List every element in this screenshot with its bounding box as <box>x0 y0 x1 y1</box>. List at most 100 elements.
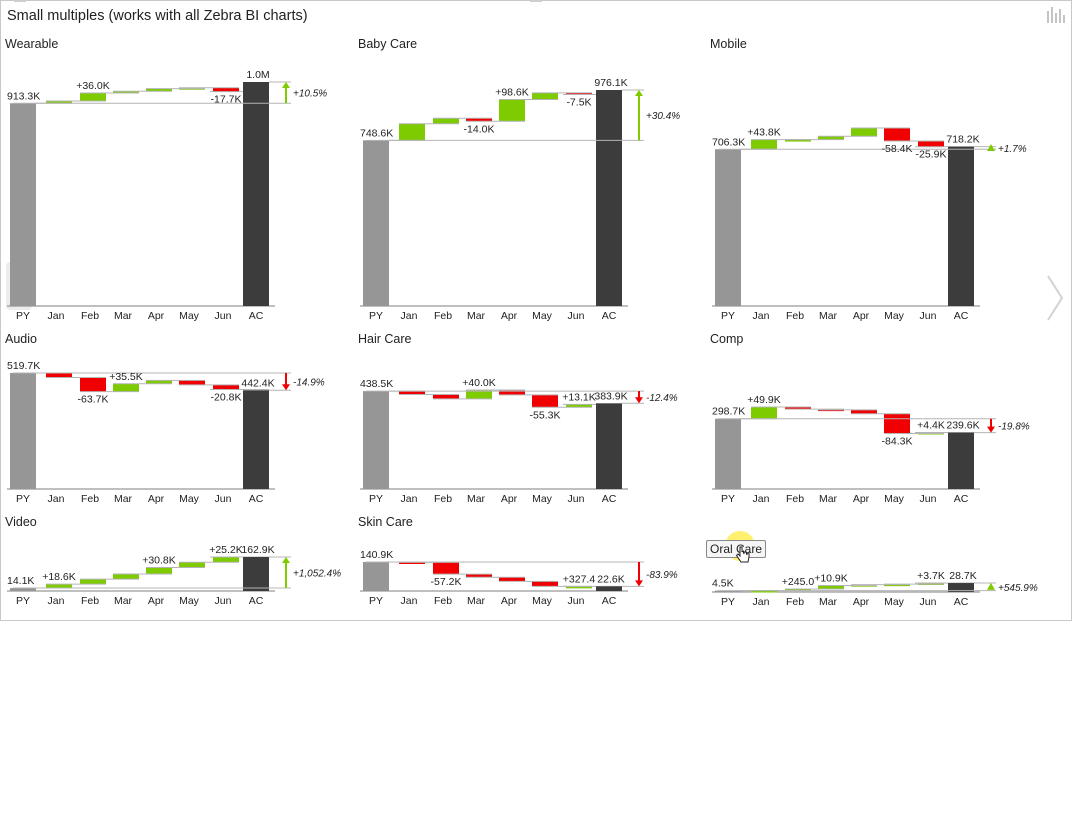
bar-may <box>532 92 558 100</box>
bar-apr <box>499 577 525 582</box>
category-label: Jun <box>568 595 585 607</box>
category-label: Apr <box>853 310 870 322</box>
panel-title: Mobile <box>710 37 747 51</box>
bar-mar <box>466 390 492 399</box>
bar-mar <box>818 585 844 589</box>
variance-label: -83.9% <box>646 570 678 581</box>
category-label: PY <box>16 595 30 607</box>
category-label: Jun <box>215 310 232 322</box>
variance-label: -12.4% <box>646 393 678 404</box>
category-label: Jan <box>401 595 418 607</box>
category-label: May <box>532 595 553 607</box>
panel-title: Skin Care <box>358 515 413 529</box>
category-label: Jun <box>920 596 937 608</box>
category-label: Apr <box>853 493 870 505</box>
data-label: +13.1K <box>562 391 596 403</box>
category-label: Jan <box>753 596 770 608</box>
category-label: Feb <box>434 595 452 607</box>
category-label: May <box>884 596 905 608</box>
bar-py <box>10 103 36 306</box>
data-label: -84.3K <box>882 436 913 448</box>
bar-py <box>363 140 389 306</box>
category-label: Mar <box>819 310 838 322</box>
bar-apr <box>146 88 172 92</box>
data-label: -7.5K <box>566 97 591 109</box>
bar-ac <box>948 146 974 306</box>
variance-label: +1.7% <box>998 144 1027 155</box>
bar-feb <box>433 562 459 575</box>
data-label: -14.0K <box>464 123 495 135</box>
variance-arrow-head <box>282 82 290 88</box>
bar-py <box>715 418 741 489</box>
bar-py <box>10 588 36 591</box>
bar-feb <box>785 588 811 591</box>
category-label: Feb <box>434 310 452 322</box>
bar-may <box>532 394 558 408</box>
resize-handle[interactable] <box>14 0 26 2</box>
bar-mar <box>113 91 139 94</box>
category-label: PY <box>721 596 735 608</box>
category-label: Apr <box>501 595 518 607</box>
category-label: AC <box>249 493 264 505</box>
category-label: May <box>884 310 905 322</box>
data-label: 239.6K <box>946 420 979 432</box>
variance-label: -14.9% <box>293 378 325 389</box>
variance-arrow-head <box>635 90 643 96</box>
variance-label: +30.4% <box>646 111 680 122</box>
category-label: Apr <box>148 493 165 505</box>
bar-py <box>715 149 741 306</box>
data-label: 140.9K <box>360 549 393 561</box>
data-label: -57.2K <box>431 576 462 588</box>
resize-handle[interactable] <box>530 0 542 2</box>
category-label: Apr <box>501 310 518 322</box>
bar-jan <box>46 101 72 104</box>
bar-jun <box>566 586 592 589</box>
bar-mar <box>466 574 492 578</box>
category-label: May <box>179 493 200 505</box>
bar-mar <box>113 573 139 580</box>
data-label: +35.5K <box>109 371 143 383</box>
bar-apr <box>146 380 172 384</box>
data-label: +43.8K <box>747 127 781 139</box>
hand-cursor-icon <box>735 546 750 563</box>
category-label: PY <box>369 595 383 607</box>
bar-mar <box>113 383 139 392</box>
bar-mar <box>466 118 492 122</box>
bar-may <box>179 562 205 568</box>
category-label: PY <box>721 493 735 505</box>
bar-jan <box>399 391 425 395</box>
data-label: +98.6K <box>495 86 529 98</box>
bar-jan <box>751 590 777 593</box>
category-label: AC <box>602 493 617 505</box>
bar-py <box>10 373 36 489</box>
data-label: 748.6K <box>360 127 393 139</box>
data-label: +4.4K <box>917 419 945 431</box>
category-label: Feb <box>81 310 99 322</box>
panel-title: Wearable <box>5 37 59 51</box>
variance-arrow-head <box>282 384 290 391</box>
bar-jan <box>399 562 425 564</box>
variance-label: -19.8% <box>998 422 1030 433</box>
panel-title-oral-care[interactable]: Oral Care <box>706 540 767 558</box>
waterfall-chart: -83.9% 140.9K -57.2K +327.4 22.6K PY Jan Feb Mar… <box>360 549 678 607</box>
data-label: +36.0K <box>76 80 110 92</box>
category-label: AC <box>954 310 969 322</box>
waterfall-chart: +10.5% 913.3K +36.0K -17.7K 1.0M PY Jan Feb Mar A… <box>7 69 327 322</box>
data-label: +3.7K <box>917 570 945 582</box>
category-label: AC <box>954 493 969 505</box>
data-label: 438.5K <box>360 378 393 390</box>
variance-label: +1,052.4% <box>293 569 341 580</box>
focus-mode-icon[interactable] <box>1046 5 1066 23</box>
variance-arrow-head <box>987 582 995 590</box>
scroll-right-button[interactable] <box>1040 270 1066 326</box>
category-label: May <box>179 310 200 322</box>
bar-feb <box>785 139 811 142</box>
category-label: PY <box>369 310 383 322</box>
bar-py <box>363 391 389 489</box>
category-label: Mar <box>114 310 133 322</box>
bar-ac <box>596 586 622 591</box>
data-label: +30.8K <box>142 555 176 567</box>
bar-py <box>363 562 389 591</box>
category-label: AC <box>602 595 617 607</box>
